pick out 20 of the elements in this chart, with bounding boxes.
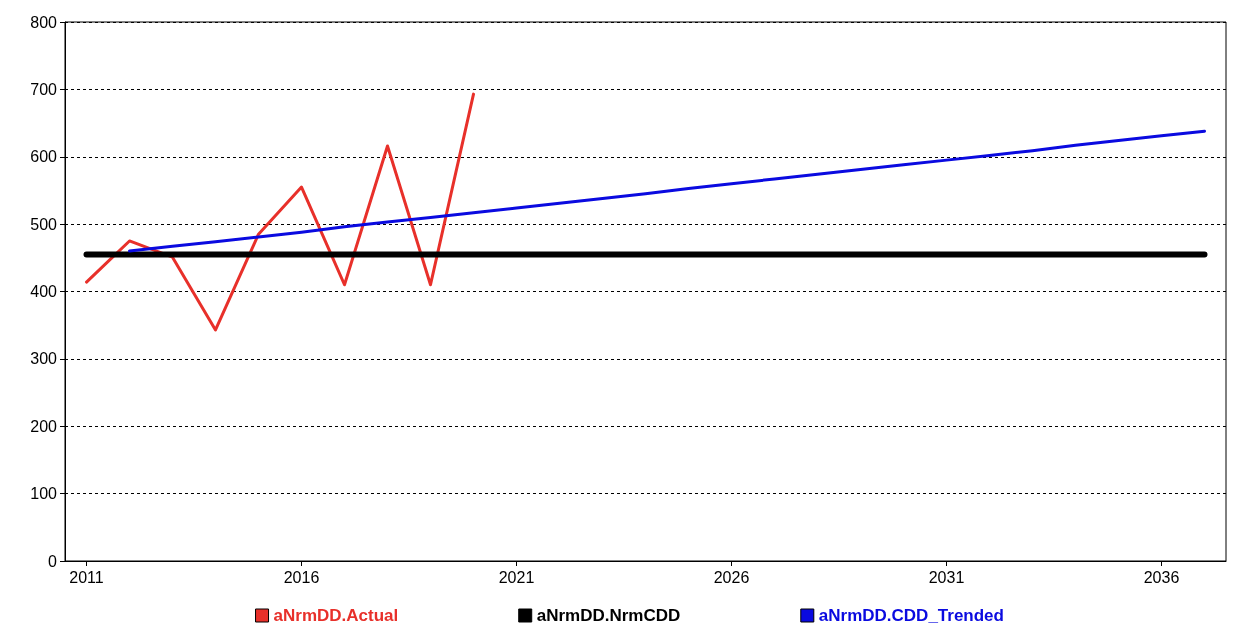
y-tick-label: 300	[30, 350, 58, 368]
x-tick-label: 2016	[283, 568, 320, 586]
line-series	[128, 129, 1206, 253]
y-tick-label: 200	[30, 417, 58, 435]
x-tick-label: 2021	[498, 568, 535, 586]
legend-label: aNrmDD.Actual	[273, 606, 399, 625]
legend-label: aNrmDD.CDD_Trended	[818, 606, 1004, 625]
y-tick-label: 0	[48, 552, 58, 570]
y-tick-label: 800	[30, 13, 58, 31]
line-series	[85, 92, 475, 332]
y-tick-label: 100	[30, 485, 58, 503]
x-tick-label: 2011	[69, 568, 104, 586]
y-tick-label: 400	[30, 283, 58, 300]
x-tick-label: 2036	[1143, 568, 1180, 586]
y-tick-label: 600	[30, 148, 58, 166]
x-tick-label: 2031	[928, 568, 965, 586]
x-tick-label: 2026	[713, 568, 750, 586]
y-tick-label: 700	[30, 80, 58, 98]
legend-label: aNrmDD.NrmCDD	[536, 606, 681, 625]
y-tick-label: 500	[30, 215, 58, 233]
